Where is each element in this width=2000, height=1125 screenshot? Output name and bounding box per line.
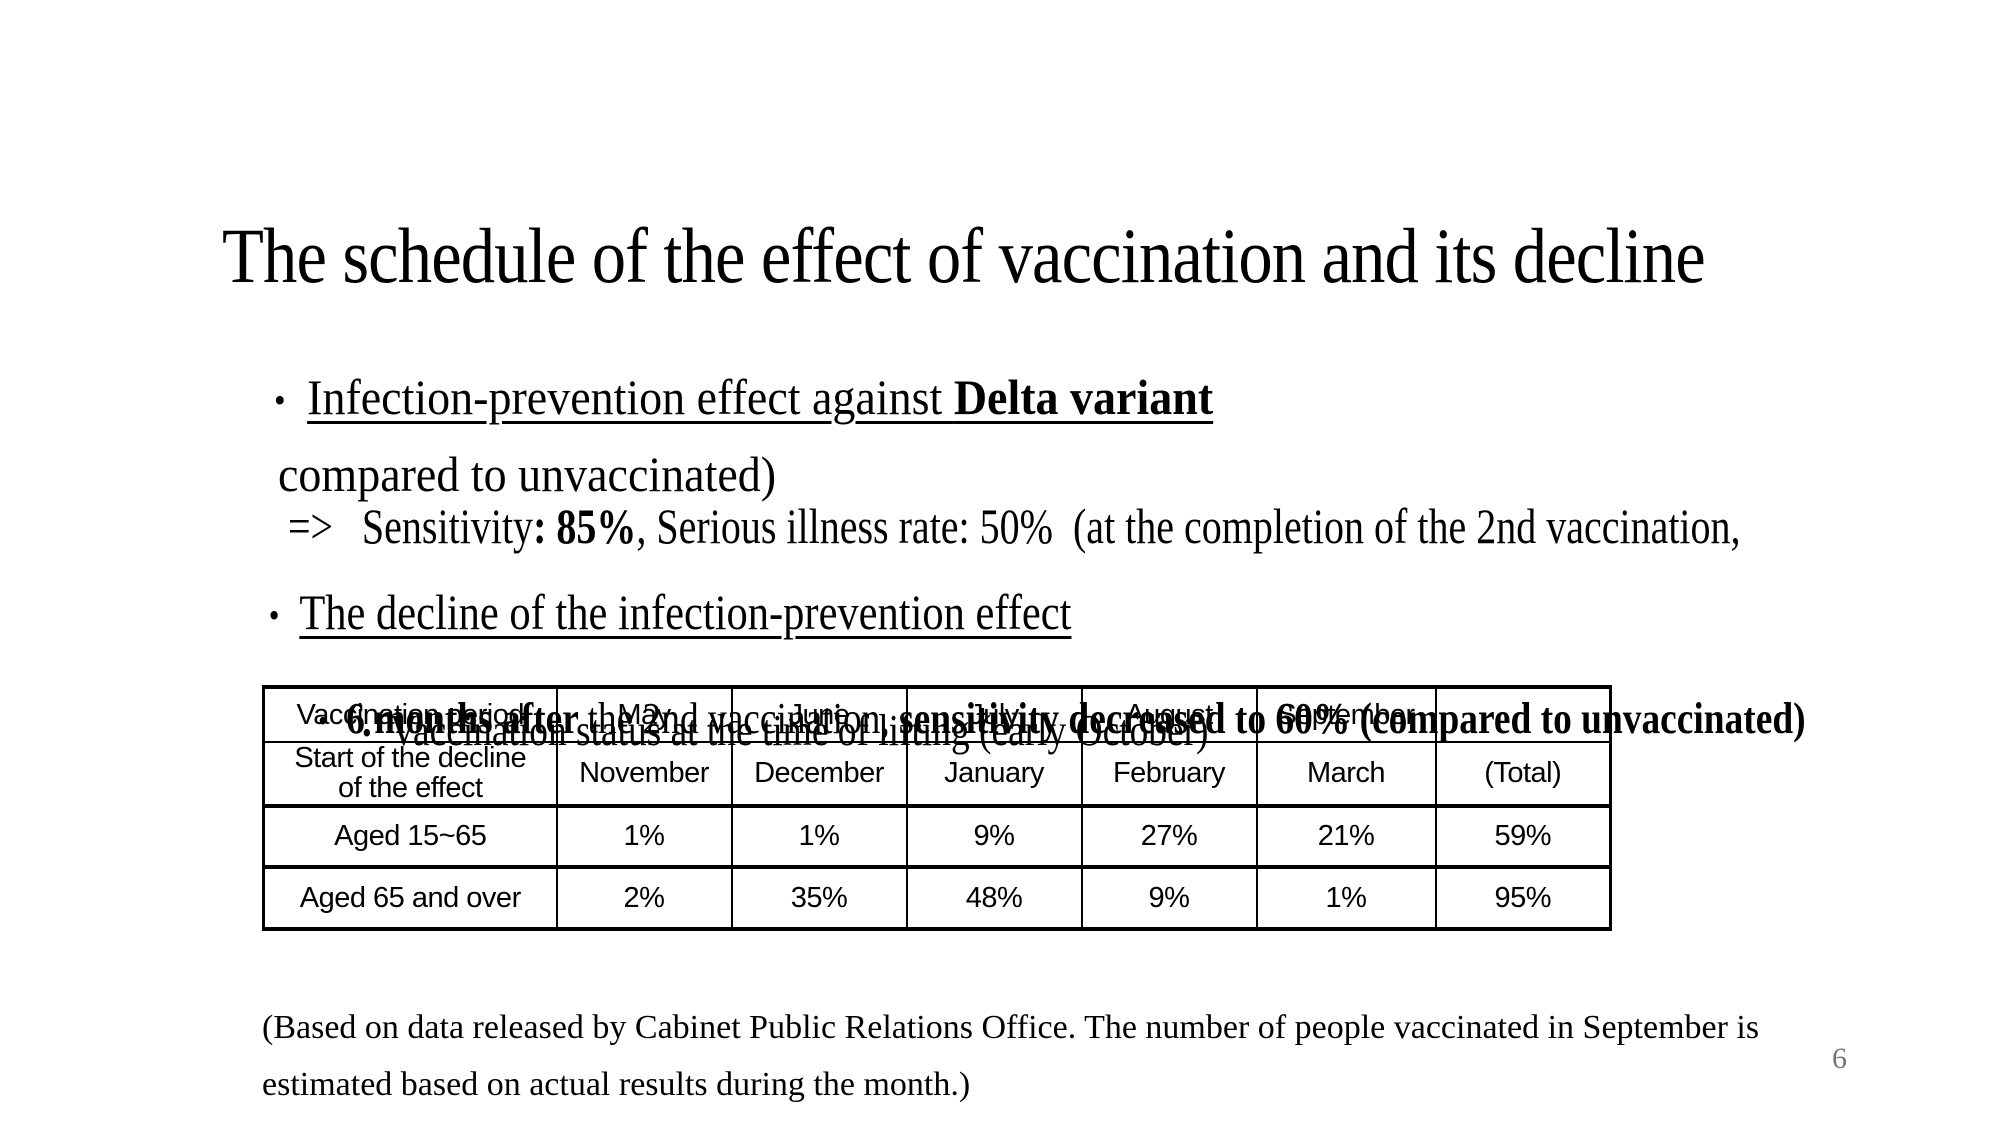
table-cell: May (555, 686, 733, 743)
slide-title: The schedule of the effect of vaccinatio… (148, 118, 1907, 394)
table-cell: Start of the decline of the effect (262, 741, 558, 807)
table-cell: Aged 65 and over (262, 864, 558, 930)
table-cell: September (1255, 686, 1437, 743)
table-cell: August (1080, 686, 1258, 743)
table-row-header: Vaccination period May June July August … (262, 686, 1612, 743)
table-row-aged-65-over: Aged 65 and over 2% 35% 48% 9% 1% 95% (262, 864, 1612, 930)
table-cell: January (905, 741, 1083, 807)
detail-text-rest: , Serious illness rate: 50% (at the comp… (636, 498, 1741, 554)
detail-line2-text: compared to unvaccinated) (278, 446, 777, 502)
bullet-marker: • (274, 379, 286, 420)
slide-title-text: The schedule of the effect of vaccinatio… (222, 212, 1706, 300)
table-cell: 35% (730, 864, 908, 930)
table-cell: November (555, 741, 733, 807)
table-cell: Aged 15~65 (262, 803, 558, 868)
vaccination-table: Vaccination period May June July August … (262, 685, 1612, 931)
table-cell: July (905, 686, 1083, 743)
table-cell: December (730, 741, 908, 807)
table-cell: 1% (555, 803, 733, 868)
bullet1-text: Infection-prevention effect against (307, 369, 954, 425)
table-cell: June (730, 686, 908, 743)
table-cell: February (1080, 741, 1258, 807)
bullet1-text-bold: Delta variant (953, 369, 1214, 425)
table-cell: 9% (905, 803, 1083, 868)
table-cell: 59% (1434, 803, 1612, 868)
table-cell: 48% (905, 864, 1083, 930)
detail-sensitivity-line: => Sensitivity: 85%, Serious illness rate… (228, 320, 2000, 674)
footer-note-text2: estimated based on actual results during… (262, 1066, 971, 1104)
table-cell: 1% (730, 803, 908, 868)
table-cell: 95% (1434, 864, 1612, 930)
table-cell: 2% (555, 864, 733, 930)
footer-note-line1: (Based on data released by Cabinet Publi… (228, 968, 1759, 1088)
table-cell: Vaccination period (262, 686, 558, 743)
page-number: 6 (1832, 1042, 1847, 1075)
arrow-marker: => (288, 498, 334, 554)
detail-text-normal: Sensitivity (361, 498, 534, 554)
footer-note-line2: estimated based on actual results during… (228, 1025, 970, 1125)
table-cell (1434, 686, 1612, 743)
table-row-aged-15-65: Aged 15~65 1% 1% 9% 27% 21% 59% (262, 803, 1612, 868)
table-cell: 9% (1080, 864, 1258, 930)
bullet-marker: • (268, 594, 280, 635)
detail-compared-line: compared to unvaccinated) (228, 386, 819, 563)
table-cell: March (1255, 741, 1437, 807)
bullet-decline: • The decline of the infection-prevention… (155, 465, 1224, 760)
footer-note-text1: (Based on data released by Cabinet Publi… (262, 1009, 1760, 1047)
table-row-decline-start: Start of the decline of the effect Novem… (262, 741, 1612, 807)
detail-text-bold: : 85% (533, 498, 637, 554)
table-cell: 21% (1255, 803, 1437, 868)
bullet-infection-prevention: • Infection-prevention effect against Del… (155, 250, 1301, 545)
table-cell: (Total) (1434, 741, 1612, 807)
table-cell: 1% (1255, 864, 1437, 930)
bullet2-text: The decline of the infection-prevention … (299, 584, 1072, 640)
table-cell: 27% (1080, 803, 1258, 868)
